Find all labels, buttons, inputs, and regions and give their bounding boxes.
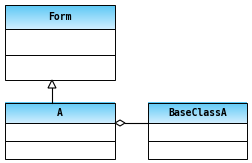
Text: BaseClassA: BaseClassA: [168, 108, 227, 118]
Bar: [5, 5, 115, 29]
Bar: [5, 103, 115, 123]
Bar: [5, 54, 115, 80]
Bar: [148, 123, 247, 141]
Bar: [148, 103, 247, 123]
Bar: [5, 123, 115, 141]
Polygon shape: [115, 120, 125, 126]
Bar: [5, 29, 115, 54]
Bar: [5, 141, 115, 159]
Text: A: A: [57, 108, 63, 118]
Text: Form: Form: [48, 12, 72, 22]
Bar: [148, 141, 247, 159]
Polygon shape: [48, 80, 56, 88]
